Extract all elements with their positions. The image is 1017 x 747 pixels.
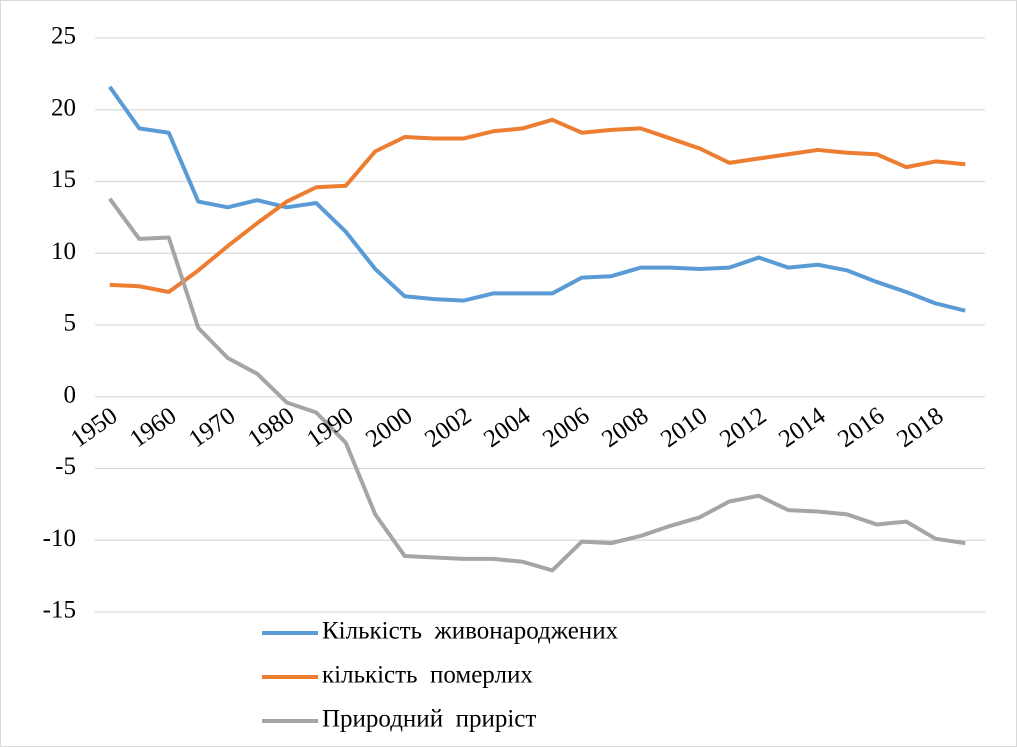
y-tick-label: -15	[43, 597, 76, 624]
legend-label: Кількість живонароджених	[322, 618, 619, 645]
y-tick-label: 0	[64, 381, 77, 408]
series-line	[109, 117, 966, 294]
series-line	[108, 85, 966, 313]
legend-label: кількість померлих	[322, 662, 533, 689]
y-tick-label: 5	[64, 310, 77, 337]
y-tick-label: 10	[51, 238, 76, 265]
series-line	[108, 197, 966, 573]
grid-layer	[95, 37, 985, 613]
lines-layer	[108, 85, 966, 573]
y-tick-label: -5	[55, 453, 76, 480]
legend-label: Природний приріст	[322, 706, 536, 733]
y-tick-label: 15	[51, 166, 76, 193]
y-tick-label: -10	[43, 525, 76, 552]
y-tick-label: 25	[51, 23, 76, 50]
y-tick-label: 20	[51, 94, 76, 121]
